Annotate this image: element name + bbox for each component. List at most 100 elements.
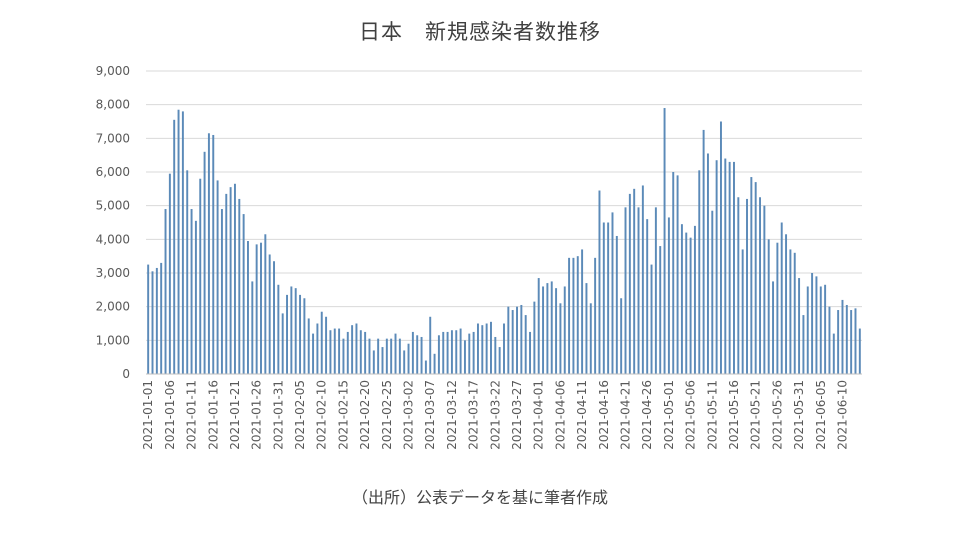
- bar: [750, 177, 753, 374]
- bar: [772, 281, 775, 374]
- bar: [472, 331, 475, 374]
- bar: [281, 313, 284, 374]
- bar-series: [147, 108, 861, 375]
- bar: [663, 108, 666, 374]
- bar: [147, 264, 150, 374]
- bar: [164, 209, 167, 374]
- bar: [194, 220, 197, 374]
- bar: [455, 330, 458, 374]
- x-tick-label: 2021-03-12: [445, 380, 459, 450]
- bar: [680, 224, 683, 374]
- grid-lines: [146, 70, 862, 341]
- bar: [342, 338, 345, 374]
- bar: [420, 336, 423, 374]
- bar: [286, 294, 288, 374]
- bar: [733, 161, 735, 374]
- x-tick-label: 2021-05-01: [662, 380, 676, 450]
- bar: [576, 256, 579, 374]
- bar: [503, 323, 505, 374]
- bar: [815, 276, 818, 374]
- bar: [290, 286, 293, 374]
- y-tick-label: 3,000: [96, 266, 130, 280]
- bar: [693, 225, 696, 374]
- bar: [190, 209, 193, 374]
- bar: [624, 207, 627, 374]
- bar: [806, 286, 809, 374]
- bar: [359, 330, 362, 374]
- bar: [559, 303, 562, 374]
- bar: [776, 242, 779, 374]
- bar: [550, 281, 553, 374]
- bar: [620, 298, 623, 374]
- bar: [516, 306, 518, 374]
- bar: [581, 249, 584, 374]
- x-tick-label: 2021-03-02: [402, 380, 416, 450]
- bar: [793, 252, 796, 374]
- bar: [802, 315, 805, 374]
- bar: [858, 328, 861, 374]
- bar: [650, 264, 653, 374]
- bar: [186, 170, 189, 374]
- bar: [837, 310, 840, 374]
- y-tick-label: 7,000: [96, 131, 130, 145]
- bar: [841, 299, 844, 374]
- bar: [216, 180, 219, 374]
- bar: [555, 288, 558, 374]
- bar: [446, 331, 449, 374]
- bar: [715, 160, 718, 374]
- bar: [845, 304, 848, 374]
- x-tick-label: 2021-01-06: [163, 380, 177, 450]
- bar: [524, 315, 527, 374]
- x-tick-label: 2021-05-31: [792, 380, 806, 450]
- bar: [411, 331, 414, 374]
- bar: [294, 288, 297, 374]
- y-tick-label: 8,000: [96, 98, 130, 112]
- bar: [220, 209, 223, 374]
- bar: [168, 173, 171, 374]
- bar: [377, 338, 380, 374]
- x-tick-label: 2021-06-10: [835, 380, 849, 450]
- bar: [719, 121, 722, 374]
- bar: [646, 219, 649, 374]
- bar: [811, 273, 814, 374]
- bar: [828, 306, 831, 374]
- bar: [711, 210, 714, 374]
- bar: [672, 172, 675, 374]
- x-tick-label: 2021-05-06: [684, 380, 698, 450]
- x-tick-label: 2021-01-26: [250, 380, 264, 450]
- x-tick-label: 2021-01-01: [141, 380, 155, 450]
- bar: [273, 261, 275, 374]
- bar: [407, 343, 410, 374]
- bar: [320, 311, 323, 374]
- bar: [724, 158, 727, 374]
- bar: [741, 249, 744, 374]
- bar: [303, 298, 306, 374]
- bar: [476, 323, 479, 374]
- bar: [429, 316, 432, 374]
- y-tick-label: 5,000: [96, 199, 130, 213]
- bar: [333, 328, 336, 374]
- bar: [529, 331, 532, 374]
- x-tick-label: 2021-05-16: [727, 380, 741, 450]
- y-tick-label: 2,000: [96, 300, 130, 314]
- bar: [498, 347, 501, 374]
- bar: [737, 197, 740, 374]
- bar: [264, 234, 267, 374]
- bar: [698, 170, 701, 374]
- bar: [394, 333, 397, 374]
- bar: [494, 336, 497, 374]
- bar: [767, 239, 770, 374]
- bar: [372, 350, 375, 374]
- bar: [659, 246, 662, 374]
- x-tick-label: 2021-03-27: [510, 380, 524, 450]
- y-tick-label: 1,000: [96, 333, 130, 347]
- y-axis-ticks: 0 1,000 2,000 3,000 4,000 5,000 6,000 7,000 8,00…: [96, 64, 130, 381]
- bar: [759, 197, 761, 374]
- bar: [507, 306, 510, 374]
- bar: [368, 338, 371, 374]
- bar: [199, 178, 202, 374]
- bar: [233, 183, 236, 374]
- bar: [329, 330, 332, 374]
- bar: [442, 331, 445, 374]
- x-tick-label: 2021-04-01: [532, 380, 546, 450]
